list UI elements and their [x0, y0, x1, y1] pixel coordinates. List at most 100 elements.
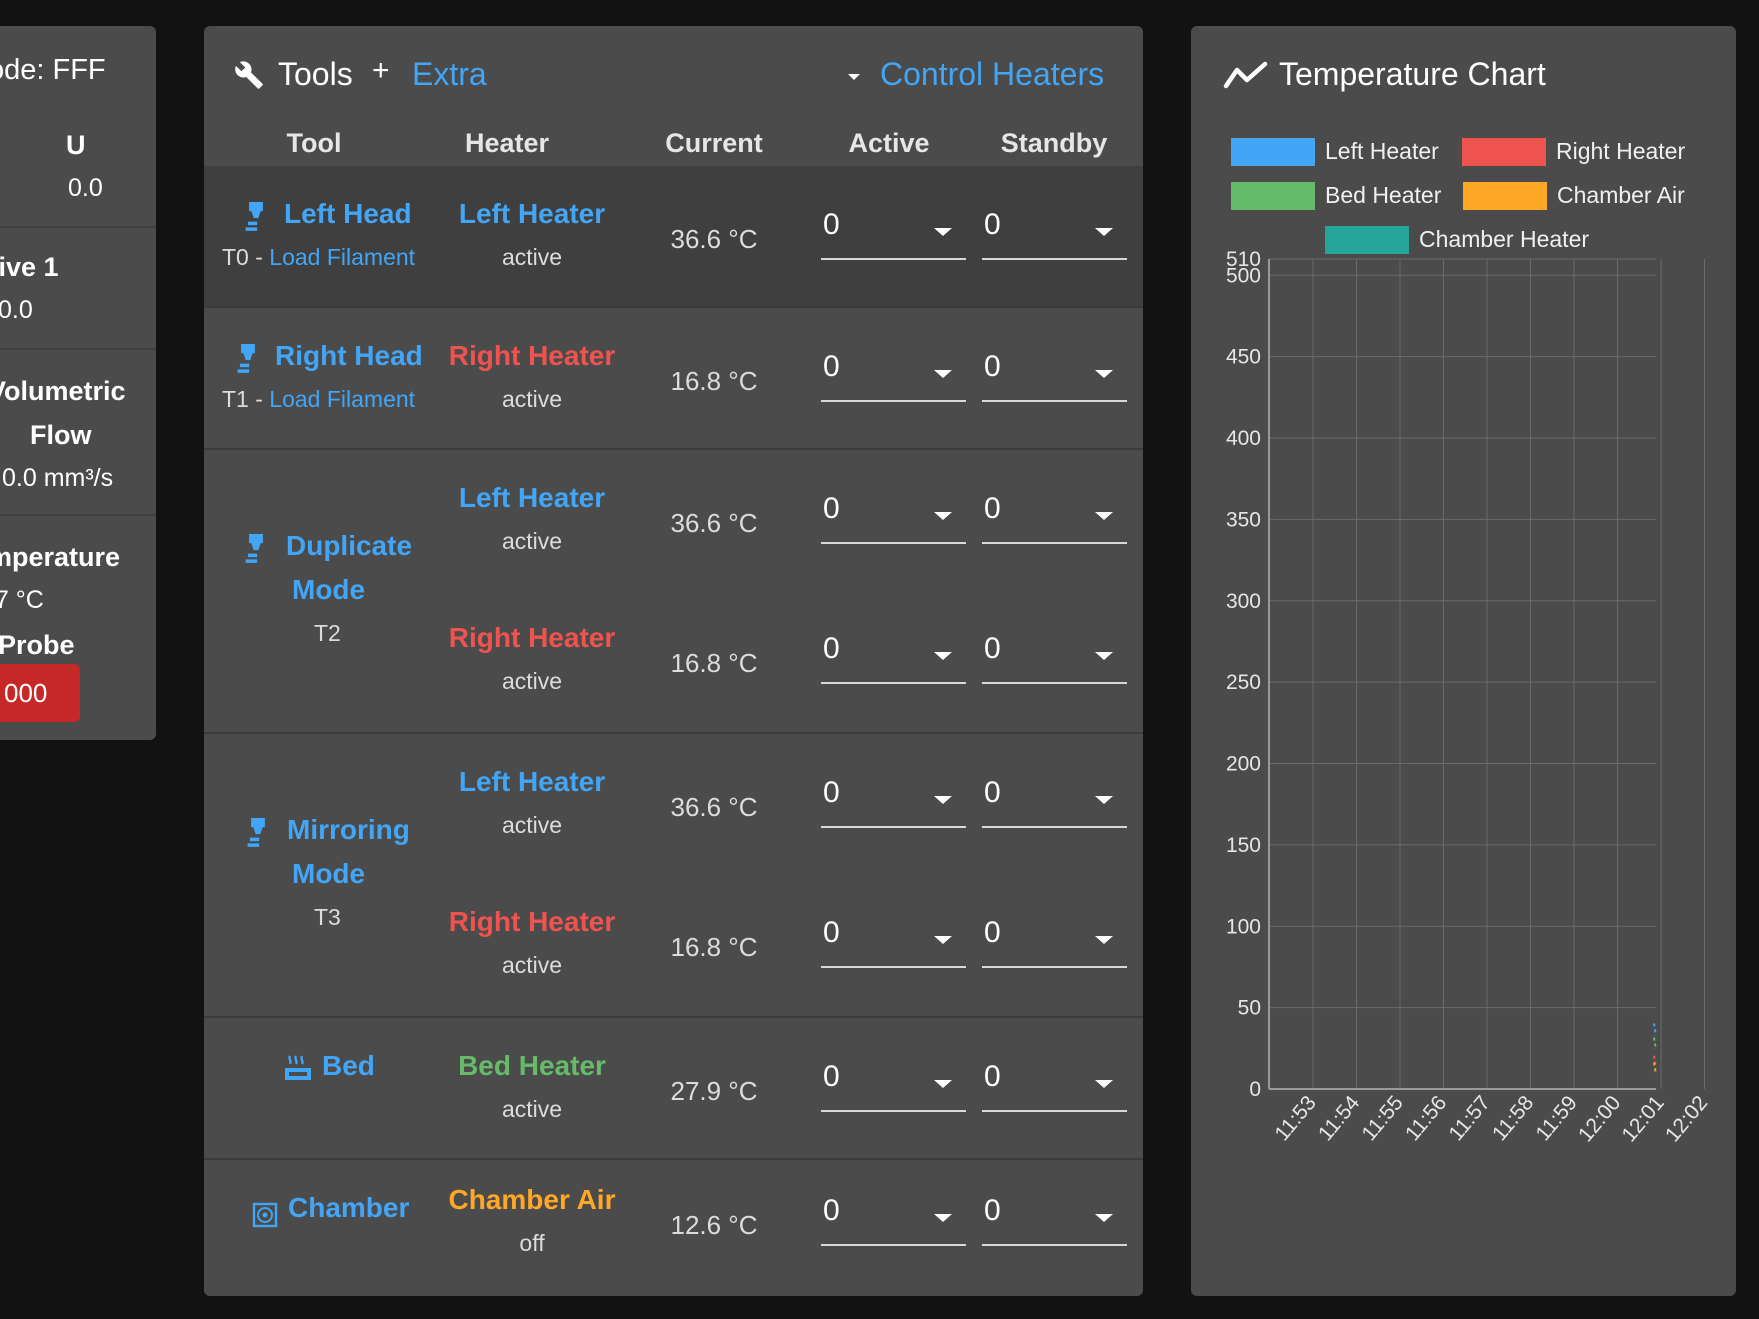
tool-code-text: T0	[222, 244, 249, 270]
active-temperature-select[interactable]: 0	[821, 774, 966, 828]
series-point-left-heater	[1653, 1023, 1657, 1036]
chart-title: Temperature Chart	[1279, 56, 1546, 92]
legend-label-right-heater[interactable]: Right Heater	[1556, 138, 1686, 164]
standby-temperature-value: 0	[984, 776, 1001, 809]
heater-name-left[interactable]: Left Heater	[458, 482, 606, 513]
active-temperature-select[interactable]: 0	[821, 206, 966, 260]
tool-code: T1 - Load Filament	[222, 386, 415, 413]
current-temperature: 36.6 °C	[670, 792, 758, 822]
table-row: Bed Bed Heater active 27.9 °C 0 0	[204, 1018, 1143, 1158]
y-tick-label: 0	[1249, 1078, 1261, 1101]
tool-name-duplicate-line2[interactable]: Mode	[292, 574, 366, 605]
heater-name-left[interactable]: Left Heater	[458, 766, 606, 797]
heater-name-right[interactable]: Right Heater	[448, 622, 616, 653]
flow-value: 0.0 mm³/s	[2, 464, 114, 492]
standby-temperature-select[interactable]: 0	[982, 914, 1127, 968]
y-tick-label: 300	[1226, 590, 1261, 613]
chevron-down-icon	[1095, 512, 1113, 520]
standby-temperature-select[interactable]: 0	[982, 348, 1127, 402]
tool-name-left-head[interactable]: Left Head	[284, 198, 412, 229]
x-tick-label: 12:02	[1661, 1091, 1712, 1146]
standby-temperature-value: 0	[984, 208, 1001, 241]
current-temperature: 36.6 °C	[670, 508, 758, 538]
active-temperature-select[interactable]: 0	[821, 490, 966, 544]
legend-label-left-heater[interactable]: Left Heater	[1325, 138, 1439, 164]
legend-label-chamber-air[interactable]: Chamber Air	[1557, 182, 1685, 208]
table-row: Chamber Chamber Air off 12.6 °C 0 0	[204, 1160, 1143, 1296]
legend-swatch-right-heater[interactable]	[1462, 138, 1546, 166]
standby-temperature-select[interactable]: 0	[982, 774, 1127, 828]
legend-swatch-chamber-air[interactable]	[1463, 182, 1547, 210]
x-tick-label: 11:53	[1270, 1091, 1320, 1145]
drive-label: rive 1	[0, 252, 59, 282]
legend-swatch-chamber-heater[interactable]	[1325, 226, 1409, 254]
active-temperature-select[interactable]: 0	[821, 348, 966, 402]
legend-label-bed-heater[interactable]: Bed Heater	[1325, 182, 1442, 208]
temperature-chart-panel: Temperature Chart Left Heater Right Heat…	[1191, 26, 1736, 1296]
standby-temperature-select[interactable]: 0	[982, 490, 1127, 544]
chevron-down-icon	[934, 652, 952, 660]
extra-tab[interactable]: Extra	[412, 56, 487, 92]
legend-swatch-left-heater[interactable]	[1231, 138, 1315, 166]
active-temperature-select[interactable]: 0	[821, 630, 966, 684]
tool-name-mirroring[interactable]: Mirroring	[287, 814, 410, 845]
chevron-down-icon	[1095, 652, 1113, 660]
table-row: Mirroring Mode T3 Left Heater active 36.…	[204, 734, 1143, 1016]
plus-icon[interactable]: +	[372, 54, 390, 87]
active-temperature-select[interactable]: 0	[821, 1192, 966, 1246]
heater-state: active	[501, 386, 563, 412]
legend-label-chamber-heater[interactable]: Chamber Heater	[1419, 226, 1590, 252]
y-tick-label: 150	[1226, 834, 1261, 857]
flow-label: Volumetric	[0, 376, 126, 406]
heater-state: active	[501, 952, 563, 978]
y-tick-label: 50	[1238, 997, 1261, 1020]
column-header-standby: Standby	[1000, 128, 1108, 158]
tool-name-bed[interactable]: Bed	[322, 1050, 375, 1081]
standby-temperature-select[interactable]: 0	[982, 1058, 1127, 1112]
series-point-right-heater	[1653, 1055, 1657, 1068]
current-temperature: 27.9 °C	[670, 1076, 758, 1106]
tool-name-chamber[interactable]: Chamber	[288, 1192, 410, 1223]
heater-name-right[interactable]: Right Heater	[448, 906, 616, 937]
active-temperature-value: 0	[823, 350, 840, 383]
chevron-down-icon	[1095, 228, 1113, 236]
heater-state: active	[501, 528, 563, 554]
temperature-value: .7 °C	[0, 586, 44, 614]
tool-name-right-head[interactable]: Right Head	[275, 340, 423, 371]
current-temperature: 16.8 °C	[670, 648, 758, 678]
heater-name-chamber-air[interactable]: Chamber Air	[448, 1184, 616, 1215]
legend-swatch-bed-heater[interactable]	[1231, 182, 1315, 210]
chevron-down-icon[interactable]	[848, 74, 860, 80]
chart-line-icon	[1223, 61, 1268, 89]
mode-label: ode: FFF	[0, 54, 106, 86]
x-tick-label: 12:01	[1617, 1091, 1668, 1146]
nozzle-icon	[237, 344, 255, 373]
table-row: Left Head T0 - Load Filament Left Heater…	[204, 166, 1143, 306]
heater-state: active	[501, 668, 563, 694]
chevron-down-icon	[1095, 796, 1113, 804]
load-filament-link[interactable]: Load Filament	[269, 386, 416, 412]
row-divider	[204, 1016, 1143, 1018]
heater-state: active	[501, 244, 563, 270]
y-tick-label: 400	[1226, 427, 1261, 450]
divider	[0, 226, 156, 228]
tool-name-mirroring-line2[interactable]: Mode	[292, 858, 366, 889]
control-heaters-button[interactable]: Control Heaters	[880, 56, 1105, 92]
standby-temperature-select[interactable]: 0	[982, 630, 1127, 684]
chevron-down-icon	[1095, 936, 1113, 944]
heater-name-left[interactable]: Left Heater	[458, 198, 606, 229]
standby-temperature-select[interactable]: 0	[982, 206, 1127, 260]
active-temperature-value: 0	[823, 776, 840, 809]
column-header-heater: Heater	[464, 128, 550, 158]
standby-temperature-value: 0	[984, 916, 1001, 949]
standby-temperature-select[interactable]: 0	[982, 1192, 1127, 1246]
standby-temperature-value: 0	[984, 350, 1001, 383]
x-tick-label: 11:58	[1488, 1091, 1538, 1145]
active-temperature-select[interactable]: 0	[821, 1058, 966, 1112]
active-temperature-select[interactable]: 0	[821, 914, 966, 968]
load-filament-link[interactable]: Load Filament	[269, 244, 416, 270]
tool-name-duplicate[interactable]: Duplicate	[286, 530, 413, 561]
heater-name-bed[interactable]: Bed Heater	[458, 1050, 606, 1081]
heater-name-right[interactable]: Right Heater	[448, 340, 616, 371]
active-temperature-value: 0	[823, 1194, 840, 1227]
